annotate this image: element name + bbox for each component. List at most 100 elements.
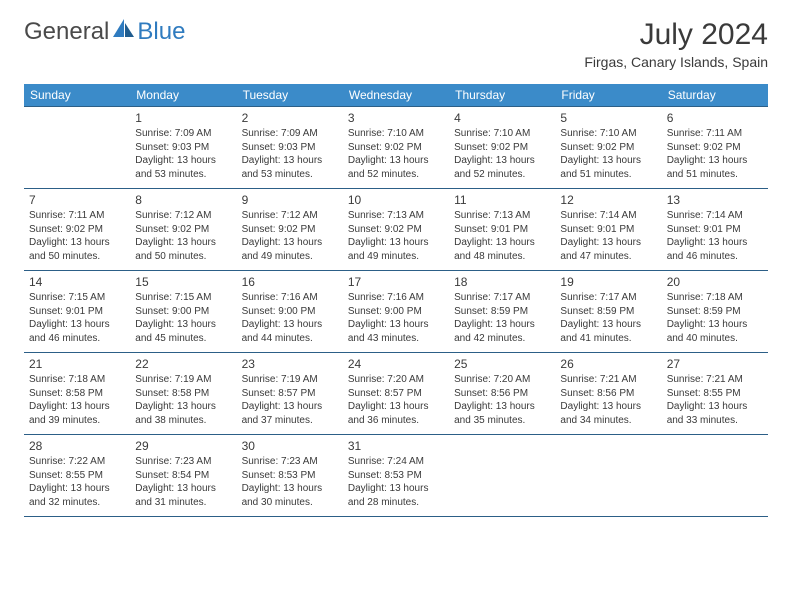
sunset-text: Sunset: 8:59 PM: [454, 305, 550, 319]
calendar-day-cell: 24Sunrise: 7:20 AMSunset: 8:57 PMDayligh…: [343, 353, 449, 435]
sunrise-text: Sunrise: 7:10 AM: [348, 127, 444, 141]
sunrise-text: Sunrise: 7:21 AM: [560, 373, 656, 387]
calendar-week-row: 14Sunrise: 7:15 AMSunset: 9:01 PMDayligh…: [24, 271, 768, 353]
day-number: 22: [135, 356, 231, 372]
calendar-day-cell: 6Sunrise: 7:11 AMSunset: 9:02 PMDaylight…: [662, 107, 768, 189]
daylight-text: Daylight: 13 hours: [454, 318, 550, 332]
header: General Blue July 2024 Firgas, Canary Is…: [0, 0, 792, 76]
sunrise-text: Sunrise: 7:13 AM: [454, 209, 550, 223]
daylight-text: and 35 minutes.: [454, 414, 550, 428]
daylight-text: and 49 minutes.: [348, 250, 444, 264]
calendar-day-cell: 7Sunrise: 7:11 AMSunset: 9:02 PMDaylight…: [24, 189, 130, 271]
sunset-text: Sunset: 9:02 PM: [348, 223, 444, 237]
sunset-text: Sunset: 9:01 PM: [667, 223, 763, 237]
calendar-day-cell: 1Sunrise: 7:09 AMSunset: 9:03 PMDaylight…: [130, 107, 236, 189]
day-number: 8: [135, 192, 231, 208]
day-number: 7: [29, 192, 125, 208]
daylight-text: Daylight: 13 hours: [348, 482, 444, 496]
sunset-text: Sunset: 9:00 PM: [135, 305, 231, 319]
day-number: 26: [560, 356, 656, 372]
day-header: Wednesday: [343, 84, 449, 107]
daylight-text: and 44 minutes.: [242, 332, 338, 346]
calendar-day-cell: 28Sunrise: 7:22 AMSunset: 8:55 PMDayligh…: [24, 435, 130, 517]
logo-sail-icon: [113, 19, 135, 44]
sunrise-text: Sunrise: 7:10 AM: [454, 127, 550, 141]
calendar-day-cell: 27Sunrise: 7:21 AMSunset: 8:55 PMDayligh…: [662, 353, 768, 435]
calendar-day-cell: 12Sunrise: 7:14 AMSunset: 9:01 PMDayligh…: [555, 189, 661, 271]
daylight-text: Daylight: 13 hours: [348, 154, 444, 168]
calendar-day-cell: 31Sunrise: 7:24 AMSunset: 8:53 PMDayligh…: [343, 435, 449, 517]
calendar-day-cell: 18Sunrise: 7:17 AMSunset: 8:59 PMDayligh…: [449, 271, 555, 353]
daylight-text: and 50 minutes.: [29, 250, 125, 264]
title-block: July 2024 Firgas, Canary Islands, Spain: [584, 18, 768, 70]
calendar-day-cell: [662, 435, 768, 517]
month-title: July 2024: [584, 18, 768, 52]
sunrise-text: Sunrise: 7:09 AM: [135, 127, 231, 141]
sunset-text: Sunset: 8:53 PM: [348, 469, 444, 483]
sunrise-text: Sunrise: 7:09 AM: [242, 127, 338, 141]
day-header: Sunday: [24, 84, 130, 107]
sunrise-text: Sunrise: 7:18 AM: [29, 373, 125, 387]
sunrise-text: Sunrise: 7:22 AM: [29, 455, 125, 469]
day-number: 6: [667, 110, 763, 126]
daylight-text: and 31 minutes.: [135, 496, 231, 510]
day-number: 21: [29, 356, 125, 372]
daylight-text: Daylight: 13 hours: [29, 482, 125, 496]
daylight-text: Daylight: 13 hours: [242, 400, 338, 414]
day-number: 16: [242, 274, 338, 290]
daylight-text: Daylight: 13 hours: [242, 482, 338, 496]
day-number: 14: [29, 274, 125, 290]
sunset-text: Sunset: 8:56 PM: [454, 387, 550, 401]
day-number: 28: [29, 438, 125, 454]
daylight-text: and 53 minutes.: [242, 168, 338, 182]
daylight-text: and 50 minutes.: [135, 250, 231, 264]
calendar-day-cell: 26Sunrise: 7:21 AMSunset: 8:56 PMDayligh…: [555, 353, 661, 435]
daylight-text: and 37 minutes.: [242, 414, 338, 428]
sunset-text: Sunset: 9:01 PM: [560, 223, 656, 237]
sunset-text: Sunset: 8:57 PM: [242, 387, 338, 401]
sunrise-text: Sunrise: 7:15 AM: [135, 291, 231, 305]
sunset-text: Sunset: 9:00 PM: [242, 305, 338, 319]
daylight-text: Daylight: 13 hours: [667, 318, 763, 332]
day-number: 9: [242, 192, 338, 208]
calendar-day-cell: 17Sunrise: 7:16 AMSunset: 9:00 PMDayligh…: [343, 271, 449, 353]
calendar-week-row: 1Sunrise: 7:09 AMSunset: 9:03 PMDaylight…: [24, 107, 768, 189]
calendar-day-cell: [555, 435, 661, 517]
day-header: Tuesday: [237, 84, 343, 107]
day-number: 15: [135, 274, 231, 290]
sunset-text: Sunset: 8:54 PM: [135, 469, 231, 483]
sunrise-text: Sunrise: 7:14 AM: [667, 209, 763, 223]
daylight-text: and 34 minutes.: [560, 414, 656, 428]
calendar-day-cell: 14Sunrise: 7:15 AMSunset: 9:01 PMDayligh…: [24, 271, 130, 353]
sunset-text: Sunset: 8:53 PM: [242, 469, 338, 483]
daylight-text: Daylight: 13 hours: [135, 400, 231, 414]
logo-text-blue: Blue: [137, 18, 185, 46]
sunset-text: Sunset: 8:55 PM: [29, 469, 125, 483]
daylight-text: and 39 minutes.: [29, 414, 125, 428]
sunrise-text: Sunrise: 7:10 AM: [560, 127, 656, 141]
daylight-text: Daylight: 13 hours: [29, 400, 125, 414]
calendar-day-cell: 4Sunrise: 7:10 AMSunset: 9:02 PMDaylight…: [449, 107, 555, 189]
daylight-text: and 32 minutes.: [29, 496, 125, 510]
sunrise-text: Sunrise: 7:12 AM: [242, 209, 338, 223]
day-number: 18: [454, 274, 550, 290]
day-number: 11: [454, 192, 550, 208]
calendar-day-cell: 5Sunrise: 7:10 AMSunset: 9:02 PMDaylight…: [555, 107, 661, 189]
sunset-text: Sunset: 8:59 PM: [667, 305, 763, 319]
day-header: Saturday: [662, 84, 768, 107]
daylight-text: Daylight: 13 hours: [135, 482, 231, 496]
calendar-day-cell: 29Sunrise: 7:23 AMSunset: 8:54 PMDayligh…: [130, 435, 236, 517]
calendar-day-cell: 20Sunrise: 7:18 AMSunset: 8:59 PMDayligh…: [662, 271, 768, 353]
daylight-text: and 28 minutes.: [348, 496, 444, 510]
calendar-day-cell: 8Sunrise: 7:12 AMSunset: 9:02 PMDaylight…: [130, 189, 236, 271]
daylight-text: Daylight: 13 hours: [348, 400, 444, 414]
daylight-text: Daylight: 13 hours: [454, 400, 550, 414]
sunset-text: Sunset: 8:57 PM: [348, 387, 444, 401]
calendar-day-cell: 13Sunrise: 7:14 AMSunset: 9:01 PMDayligh…: [662, 189, 768, 271]
daylight-text: Daylight: 13 hours: [454, 236, 550, 250]
day-number: 27: [667, 356, 763, 372]
sunrise-text: Sunrise: 7:18 AM: [667, 291, 763, 305]
daylight-text: Daylight: 13 hours: [242, 318, 338, 332]
sunset-text: Sunset: 9:02 PM: [454, 141, 550, 155]
daylight-text: Daylight: 13 hours: [242, 236, 338, 250]
